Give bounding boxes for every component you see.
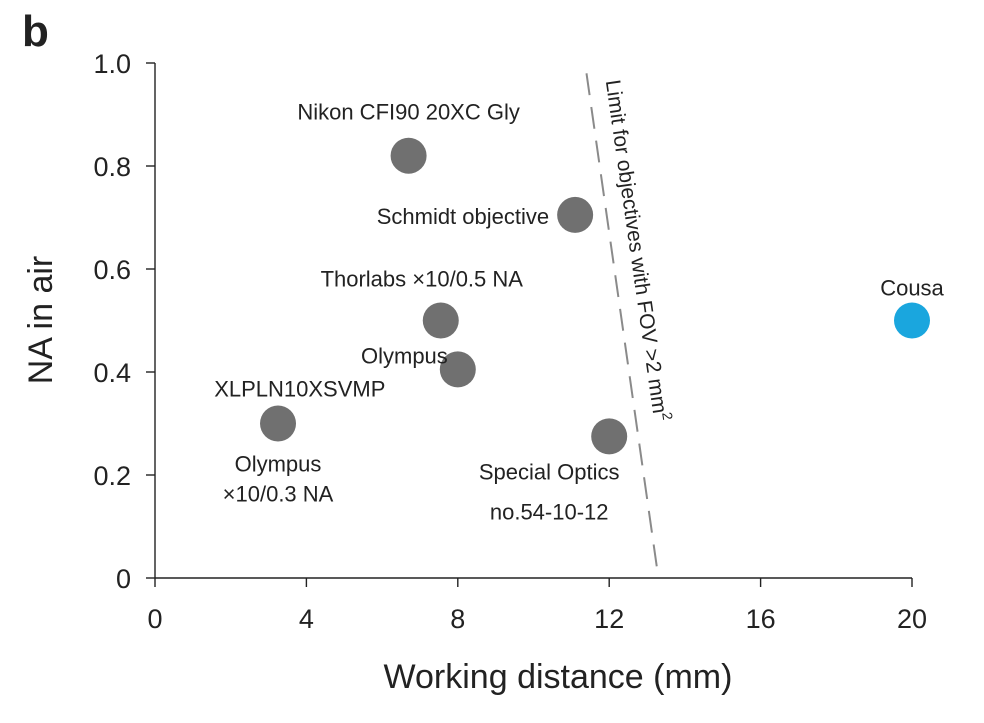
- data-point-label: Olympus: [361, 343, 448, 368]
- data-point-label: no.54-10-12: [490, 499, 609, 524]
- data-point: [557, 196, 594, 233]
- data-point-labels: Nikon CFI90 20XC Gly Schmidt objective Tho…: [214, 100, 944, 525]
- data-point: [260, 405, 297, 442]
- data-points: [260, 137, 930, 455]
- data-point: [894, 302, 930, 339]
- y-tick-label: 0.6: [93, 255, 131, 285]
- y-tick-label: 1.0: [93, 49, 131, 79]
- data-point: [591, 418, 628, 455]
- y-tick-label: 0.8: [93, 152, 131, 182]
- y-tick-label: 0.4: [93, 358, 131, 388]
- y-axis-ticks: 0 0.2 0.4 0.6 0.8 1.0: [93, 49, 155, 594]
- x-tick-label: 8: [450, 604, 465, 634]
- x-tick-label: 12: [594, 604, 624, 634]
- panel-letter: b: [22, 7, 49, 56]
- data-point: [439, 351, 476, 388]
- y-tick-label: 0.2: [93, 461, 131, 491]
- x-tick-label: 0: [147, 604, 162, 634]
- y-tick-label: 0: [116, 564, 131, 594]
- data-point-label: ×10/0.3 NA: [223, 482, 334, 507]
- x-tick-label: 4: [299, 604, 314, 634]
- fov-limit-label-superscript: 2: [659, 411, 676, 421]
- data-point-label: Thorlabs ×10/0.5 NA: [321, 267, 524, 292]
- y-axis-title: NA in air: [22, 256, 60, 385]
- fov-limit-line: [585, 73, 660, 579]
- x-tick-label: 20: [897, 604, 927, 634]
- data-point-label: XLPLN10XSVMP: [214, 376, 385, 401]
- data-point-label: Schmidt objective: [377, 204, 549, 229]
- data-point: [422, 302, 459, 339]
- x-tick-label: 16: [746, 604, 776, 634]
- data-point-label: Olympus: [235, 452, 322, 477]
- data-point-label: Cousa: [880, 276, 944, 301]
- x-axis-ticks: 0 4 8 12 16 20: [147, 578, 927, 634]
- data-point-label: Nikon CFI90 20XC Gly: [297, 100, 520, 125]
- data-point-label: Special Optics: [479, 459, 620, 484]
- x-axis-title: Working distance (mm): [384, 658, 733, 696]
- data-point: [390, 137, 427, 174]
